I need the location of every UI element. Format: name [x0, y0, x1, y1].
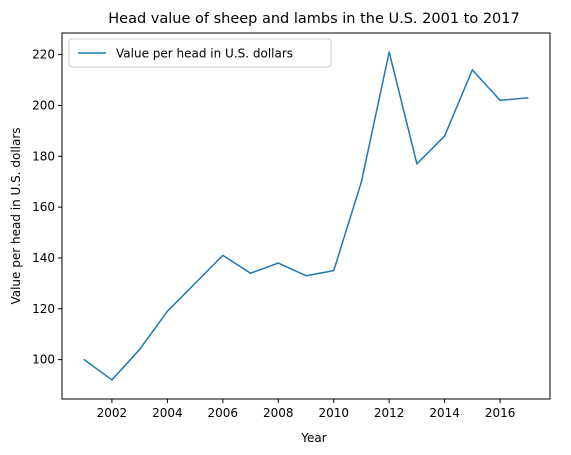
data-point	[111, 379, 113, 381]
plot-area: 2002 2004 2006 2008 2010 2012 2014 2016 1001201…	[32, 32, 551, 420]
data-point	[277, 262, 280, 264]
y-axis-label: Value per head in U.S. dollars	[9, 127, 23, 304]
x-tick-label: 2004	[152, 406, 183, 420]
plot-frame	[61, 32, 551, 400]
chart-title: Head value of sheep and lambs in the U.S…	[108, 11, 519, 27]
x-tick-label: 2008	[263, 406, 294, 420]
y-tick-label: 180	[32, 149, 55, 163]
data-point	[388, 51, 390, 53]
x-tick-label: 2002	[97, 406, 128, 420]
x-tick-label: 2016	[485, 406, 516, 420]
data-point	[194, 282, 196, 285]
data-point	[138, 348, 141, 351]
legend: Value per head in U.S. dollars	[68, 38, 332, 68]
data-point	[166, 310, 169, 313]
legend-box	[68, 38, 332, 68]
data-point	[499, 99, 501, 102]
series-line	[83, 51, 528, 381]
y-axis-ticks: 100 120 140 160 180 200 220	[32, 48, 62, 367]
data-point	[471, 69, 474, 71]
data-point	[527, 97, 529, 99]
data-point	[416, 163, 418, 165]
x-tick-label: 2012	[374, 406, 405, 420]
data-point	[222, 254, 224, 257]
x-tick-label: 2010	[318, 406, 349, 420]
data-point	[332, 269, 335, 272]
data-point	[360, 180, 363, 183]
y-tick-label: 160	[32, 200, 55, 214]
series-layer	[83, 51, 529, 381]
data-point	[249, 272, 252, 274]
x-axis-label: Year	[300, 431, 326, 445]
y-tick-label: 220	[32, 48, 55, 62]
y-tick-label: 120	[32, 302, 55, 316]
y-tick-label: 100	[32, 353, 55, 367]
legend-label: Value per head in U.S. dollars	[116, 47, 293, 61]
data-point	[83, 358, 85, 361]
y-tick-label: 200	[32, 98, 55, 112]
data-point	[443, 135, 446, 137]
data-point	[305, 274, 307, 277]
x-tick-label: 2014	[429, 406, 460, 420]
x-axis-ticks: 2002 2004 2006 2008 2010 2012 2014 2016	[97, 399, 516, 420]
y-tick-label: 140	[32, 251, 55, 265]
x-tick-label: 2006	[208, 406, 239, 420]
